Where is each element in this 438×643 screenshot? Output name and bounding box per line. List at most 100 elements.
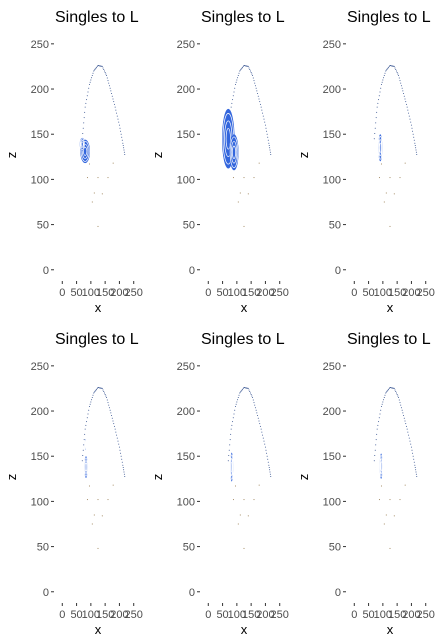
y-axis-label: z bbox=[4, 152, 19, 159]
panel-title: Singles to L bbox=[55, 9, 139, 26]
field-dot bbox=[257, 95, 259, 97]
x-tick-label: 150 bbox=[388, 609, 406, 621]
field-dot bbox=[413, 136, 415, 138]
field-dot bbox=[401, 409, 403, 411]
density-contour bbox=[225, 127, 231, 150]
density-contour bbox=[80, 141, 90, 162]
density-contour bbox=[379, 142, 382, 153]
y-tick-label: 50 bbox=[329, 542, 341, 554]
field-dot bbox=[256, 90, 258, 92]
field-dot bbox=[95, 67, 97, 69]
field-dot bbox=[386, 68, 388, 70]
field-dot bbox=[405, 101, 407, 103]
field-dot bbox=[86, 421, 88, 423]
field-dot bbox=[416, 476, 418, 478]
field-dot bbox=[242, 66, 244, 68]
field-dot bbox=[108, 85, 110, 87]
field-dot bbox=[116, 437, 118, 439]
field-dot bbox=[412, 133, 414, 135]
field-dot bbox=[232, 99, 234, 101]
field-dot bbox=[269, 151, 271, 153]
x-axis-label: x bbox=[387, 622, 394, 637]
y-tick-label: 250 bbox=[177, 361, 195, 373]
field-dot bbox=[385, 70, 387, 72]
field-dot bbox=[268, 464, 270, 466]
density-contour bbox=[84, 457, 88, 477]
field-dot bbox=[404, 98, 406, 100]
panel-title: Singles to L bbox=[55, 331, 139, 348]
field-dot bbox=[230, 433, 232, 435]
x-tick-label: 100 bbox=[82, 287, 100, 299]
field-dot bbox=[395, 390, 397, 392]
field-dot bbox=[413, 458, 415, 460]
field-dot bbox=[234, 409, 236, 411]
x-tick-label: 200 bbox=[110, 287, 128, 299]
field-dot bbox=[381, 81, 383, 83]
field-dot bbox=[409, 118, 411, 120]
x-tick-label: 200 bbox=[402, 609, 420, 621]
field-dot bbox=[394, 67, 396, 69]
field-dot bbox=[111, 95, 113, 97]
field-dot bbox=[117, 118, 119, 120]
field-dot bbox=[270, 476, 272, 478]
field-dot bbox=[377, 424, 379, 426]
field-dot bbox=[408, 115, 410, 117]
x-axis-label: x bbox=[241, 622, 248, 637]
field-dot bbox=[121, 458, 123, 460]
field-dot bbox=[383, 77, 385, 79]
field-dot bbox=[102, 389, 104, 391]
x-tick-label: 100 bbox=[374, 609, 392, 621]
field-dot bbox=[248, 389, 250, 391]
field-dot bbox=[88, 409, 90, 411]
x-tick-label: 50 bbox=[70, 609, 82, 621]
x-axis-label: x bbox=[241, 300, 248, 315]
field-dot bbox=[82, 132, 84, 134]
field-dot bbox=[236, 401, 238, 403]
field-dot bbox=[388, 387, 390, 389]
x-tick-label: 0 bbox=[59, 609, 65, 621]
density-contour bbox=[79, 138, 85, 150]
panel-title: Singles to L bbox=[201, 331, 285, 348]
field-dot bbox=[374, 449, 376, 451]
density-contour bbox=[379, 455, 383, 478]
panel-title: Singles to L bbox=[201, 9, 285, 26]
field-dot bbox=[121, 461, 123, 463]
y-tick-label: 200 bbox=[177, 84, 195, 96]
field-dot bbox=[118, 446, 120, 448]
field-dot bbox=[123, 151, 125, 153]
field-dot bbox=[415, 471, 417, 473]
y-tick-label: 0 bbox=[335, 587, 341, 599]
infield-dot bbox=[399, 177, 401, 179]
infield-dot bbox=[101, 193, 103, 195]
density-contour bbox=[229, 136, 239, 169]
field-dot bbox=[82, 127, 84, 129]
field-dot bbox=[120, 133, 122, 135]
field-dot bbox=[93, 391, 95, 393]
density-contour bbox=[379, 458, 383, 475]
infield-dot bbox=[93, 514, 95, 516]
y-tick-label: 250 bbox=[323, 361, 341, 373]
field-dot bbox=[399, 402, 401, 404]
field-dot bbox=[90, 401, 92, 403]
field-dot bbox=[238, 72, 240, 74]
field-dot bbox=[265, 127, 267, 129]
density-contour bbox=[378, 135, 383, 160]
x-tick-label: 100 bbox=[82, 609, 100, 621]
field-dot bbox=[387, 389, 389, 391]
field-dot bbox=[250, 393, 252, 395]
density-contour bbox=[378, 139, 382, 157]
y-tick-label: 0 bbox=[189, 587, 195, 599]
field-dot bbox=[376, 106, 378, 108]
field-dot bbox=[413, 139, 415, 141]
field-dot bbox=[398, 399, 400, 401]
y-tick-label: 50 bbox=[37, 220, 49, 232]
field-dot bbox=[96, 65, 98, 67]
field-dot bbox=[269, 147, 271, 149]
field-dot bbox=[120, 130, 122, 132]
infield-dot bbox=[97, 499, 99, 501]
field-dot bbox=[113, 101, 115, 103]
field-dot bbox=[120, 455, 122, 457]
x-tick-label: 250 bbox=[417, 287, 435, 299]
